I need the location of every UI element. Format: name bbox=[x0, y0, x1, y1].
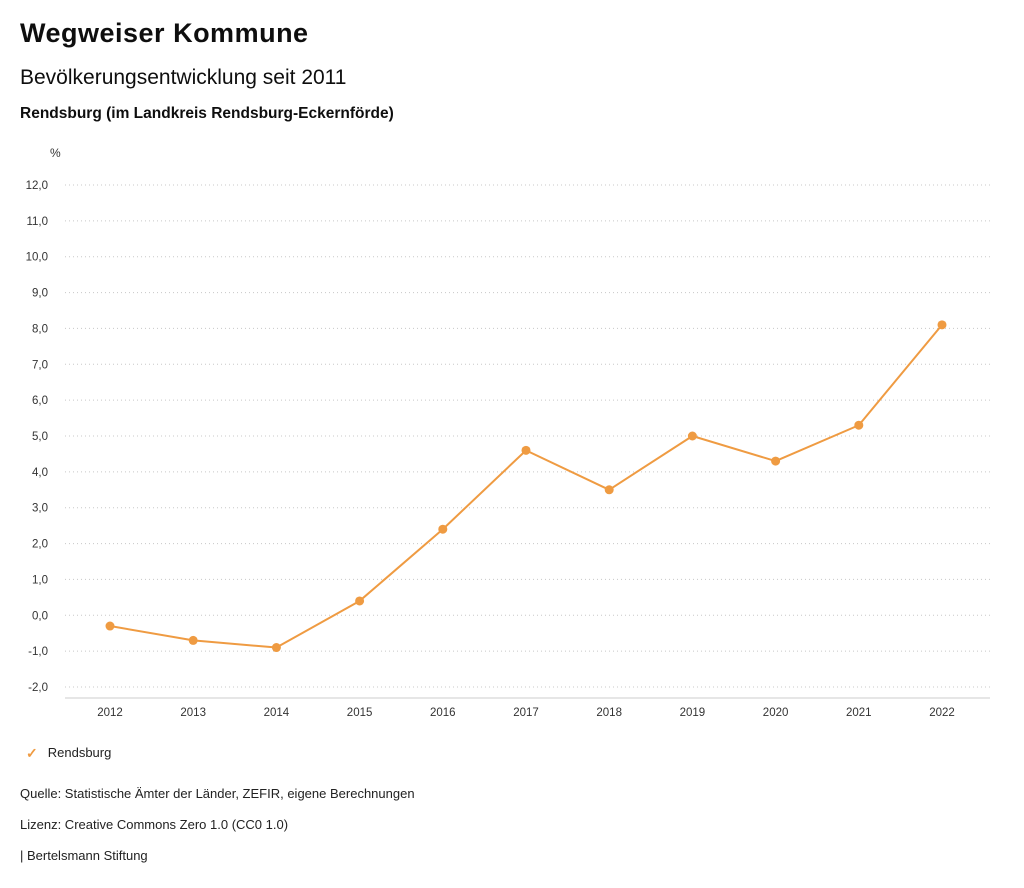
population-line-chart: 12,0 11,0 10,0 9,0 8,0 7,0 6,0 5,0 4,0 3,0 2,0 1,0 0… bbox=[26, 180, 990, 719]
y-tick-label: 2,0 bbox=[32, 539, 48, 551]
y-tick-label: 3,0 bbox=[32, 503, 48, 515]
y-tick-label: 1,0 bbox=[32, 574, 48, 586]
y-tick-label: 8,0 bbox=[32, 323, 48, 335]
data-point[interactable] bbox=[188, 635, 198, 645]
data-point[interactable] bbox=[355, 596, 365, 606]
data-point[interactable] bbox=[105, 621, 115, 631]
data-point[interactable] bbox=[604, 485, 614, 495]
source-text: Quelle: Statistische Ämter der Länder, Z… bbox=[20, 786, 415, 801]
y-axis-unit-label: % bbox=[50, 146, 61, 160]
x-tick-label: 2016 bbox=[430, 707, 456, 719]
y-tick-label: 4,0 bbox=[32, 467, 48, 479]
check-icon: ✓ bbox=[26, 744, 38, 761]
x-tick-label: 2018 bbox=[596, 707, 622, 719]
data-point[interactable] bbox=[937, 320, 947, 330]
y-tick-label: -2,0 bbox=[28, 682, 48, 694]
series-line bbox=[109, 323, 943, 649]
data-point[interactable] bbox=[271, 643, 281, 653]
data-point[interactable] bbox=[854, 420, 864, 430]
x-tick-label: 2022 bbox=[929, 707, 955, 719]
chart-title: Bevölkerungsentwicklung seit 2011 bbox=[20, 66, 347, 89]
y-tick-label: 0,0 bbox=[32, 610, 48, 622]
y-tick-label: 10,0 bbox=[26, 252, 48, 264]
y-tick-label: 12,0 bbox=[26, 180, 48, 192]
y-tick-label: 6,0 bbox=[32, 395, 48, 407]
y-tick-label: -1,0 bbox=[28, 646, 48, 658]
chart-region-subtitle: Rendsburg (im Landkreis Rendsburg-Eckern… bbox=[20, 105, 394, 122]
data-point[interactable] bbox=[521, 445, 531, 455]
x-tick-label: 2012 bbox=[97, 707, 123, 719]
x-tick-label: 2017 bbox=[513, 707, 539, 719]
data-point[interactable] bbox=[438, 524, 448, 534]
x-tick-label: 2020 bbox=[763, 707, 789, 719]
x-tick-label: 2015 bbox=[347, 707, 373, 719]
data-point[interactable] bbox=[687, 431, 697, 441]
legend-label: Rendsburg bbox=[47, 745, 112, 760]
y-tick-label: 7,0 bbox=[32, 359, 48, 371]
attribution-text: | Bertelsmann Stiftung bbox=[20, 848, 148, 863]
y-tick-label: 9,0 bbox=[32, 288, 48, 300]
x-tick-label: 2021 bbox=[846, 707, 872, 719]
license-text: Lizenz: Creative Commons Zero 1.0 (CC0 1… bbox=[20, 817, 289, 832]
y-tick-label: 11,0 bbox=[26, 216, 48, 228]
app-title: Wegweiser Kommune bbox=[20, 18, 309, 48]
x-tick-label: 2019 bbox=[680, 707, 706, 719]
x-tick-label: 2014 bbox=[264, 707, 290, 719]
x-tick-label: 2013 bbox=[180, 707, 206, 719]
data-point[interactable] bbox=[771, 456, 781, 466]
y-tick-label: 5,0 bbox=[32, 431, 48, 443]
legend-item-rendsburg[interactable]: ✓ Rendsburg bbox=[26, 745, 111, 760]
